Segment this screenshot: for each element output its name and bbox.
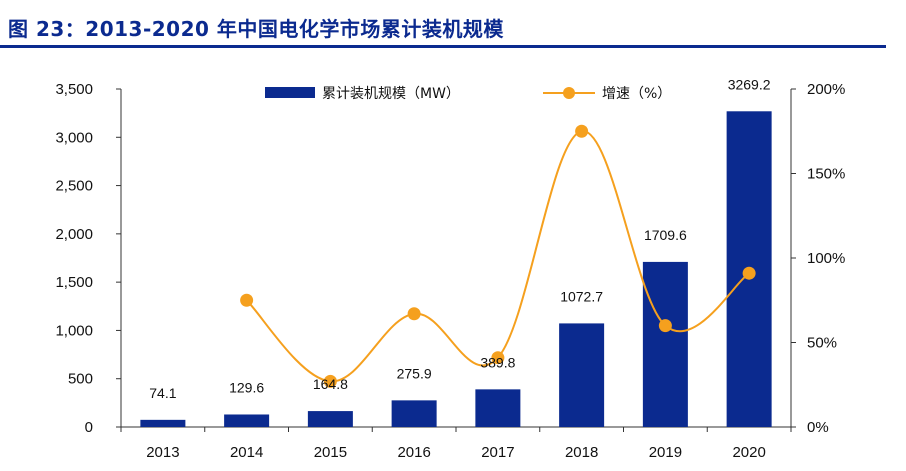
bar: [140, 419, 186, 427]
y-right-tick-label: 0%: [807, 419, 829, 436]
x-tick-label: 2020: [732, 444, 765, 461]
data-labels: 74.1 129.6 164.8 275.9 389.8 1072.7 1709.6 3269…: [149, 76, 770, 401]
bar: [642, 261, 688, 427]
bar-data-label: 1072.7: [560, 288, 603, 304]
x-tick-label: 2017: [481, 444, 514, 461]
bar-data-label: 1709.6: [644, 227, 687, 243]
bar: [559, 323, 605, 427]
bar-data-label: 74.1: [149, 385, 176, 401]
y-left-tick-label: 500: [68, 371, 93, 388]
y-right-tick-label: 150%: [807, 166, 845, 183]
bar: [391, 400, 437, 427]
x-tick-label: 2015: [314, 444, 347, 461]
bar-data-label: 275.9: [397, 365, 432, 381]
bar-data-label: 129.6: [229, 379, 264, 395]
y-right-tick-label: 200%: [807, 81, 845, 98]
figure-title: 图 23：2013-2020 年中国电化学市场累计装机规模: [8, 17, 504, 41]
bar-data-label: 389.8: [480, 354, 515, 370]
legend-bar-swatch: [265, 87, 315, 98]
growth-point: [407, 307, 421, 321]
y-left-tick-label: 3,500: [55, 81, 93, 98]
y-right-tick-label: 100%: [807, 250, 845, 267]
growth-point: [658, 319, 672, 333]
growth-point: [491, 351, 505, 365]
x-tick-label: 2013: [146, 444, 179, 461]
growth-point: [742, 266, 756, 280]
x-tick-label: 2019: [649, 444, 682, 461]
bar: [307, 411, 353, 427]
x-tick-label: 2018: [565, 444, 598, 461]
growth-point: [323, 374, 337, 388]
y-left-tick-label: 2,500: [55, 178, 93, 195]
y-left-tick-label: 1,000: [55, 322, 93, 339]
y-left-tick-label: 0: [85, 419, 93, 436]
x-tick-label: 2014: [230, 444, 263, 461]
bar: [224, 414, 270, 427]
line-series: [240, 124, 756, 388]
legend-line-label: 增速（%）: [602, 86, 671, 102]
y-left-tick-label: 1,500: [55, 274, 93, 291]
bar: [475, 389, 521, 427]
y-left-tick-label: 3,000: [55, 129, 93, 146]
x-tick-label: 2016: [397, 444, 430, 461]
legend-line-marker: [563, 87, 575, 99]
y-left-tick-label: 2,000: [55, 226, 93, 243]
bar-data-label: 3269.2: [728, 76, 771, 92]
y-right-tick-label: 50%: [807, 335, 837, 352]
legend-bar-label: 累计装机规模（MW）: [322, 86, 460, 102]
growth-point: [575, 124, 589, 138]
title-rule: [0, 45, 886, 48]
growth-point: [240, 293, 254, 307]
legend: 累计装机规模（MW） 增速（%）: [265, 86, 671, 102]
bar-data-label: 164.8: [313, 376, 348, 392]
